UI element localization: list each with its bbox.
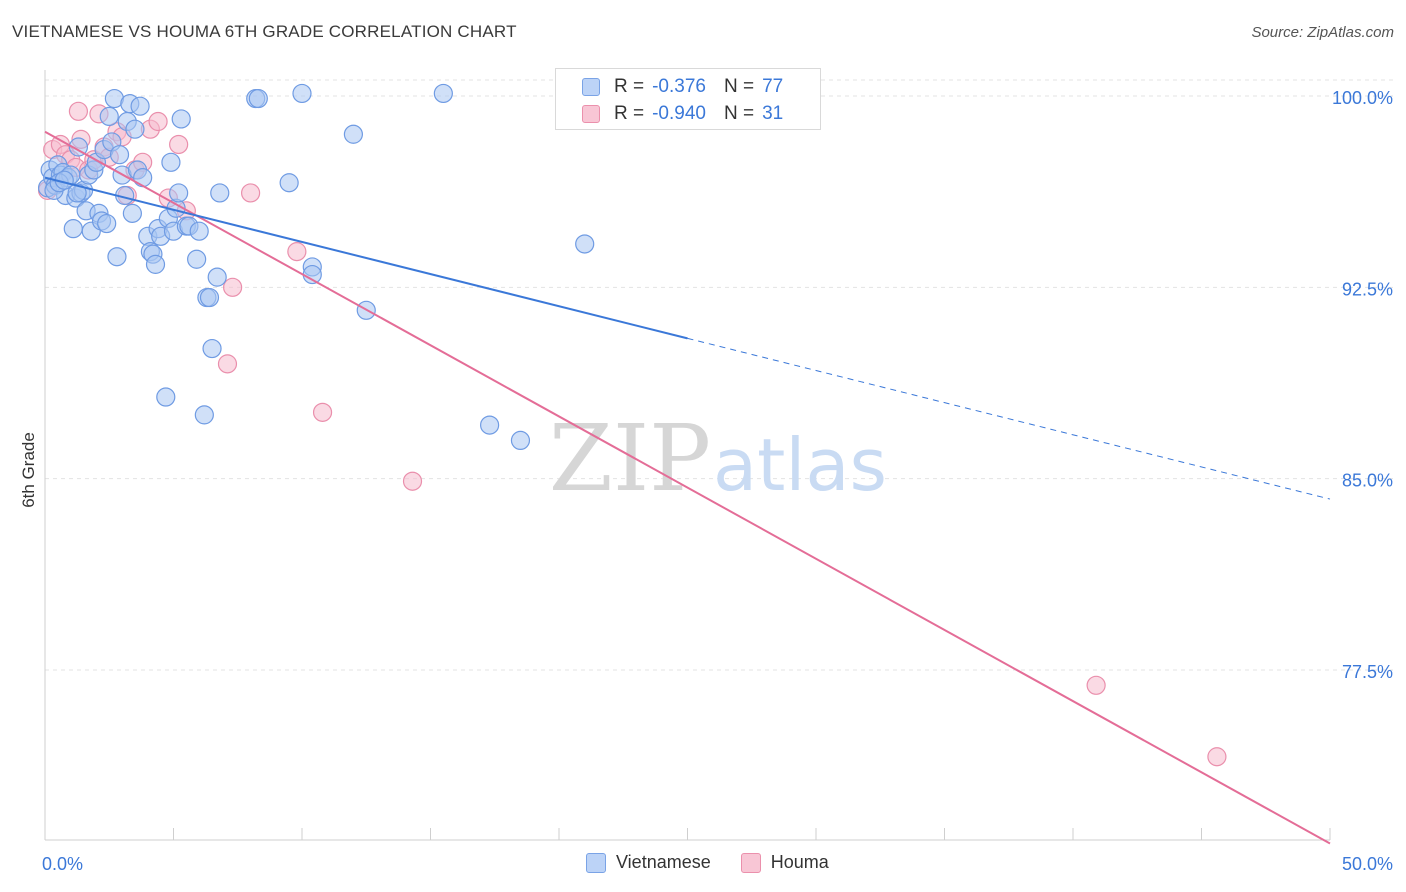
- vietnamese-point: [199, 287, 220, 308]
- axis-labels: 100.0% 92.5% 85.0% 77.5% 0.0% 50.0%: [42, 88, 1393, 874]
- r-label: R =: [614, 103, 645, 124]
- vietnamese-point: [169, 183, 189, 203]
- watermark: ZIP atlas: [549, 405, 887, 512]
- vietnamese-point: [97, 213, 117, 234]
- houma-point: [287, 242, 307, 262]
- vietnamese-point: [130, 96, 150, 116]
- houma-point: [312, 402, 333, 422]
- source-label: Source: ZipAtlas.com: [1251, 24, 1394, 41]
- stats-legend-box: R = -0.376 N = 77 R = -0.940 N = 31: [555, 68, 821, 130]
- vietnamese-point: [187, 249, 207, 269]
- vietnamese-point: [343, 124, 363, 144]
- watermark-zip: ZIP: [549, 405, 711, 512]
- houma-point: [223, 277, 243, 297]
- watermark-atlas: atlas: [713, 423, 887, 507]
- stats-row-vietnamese: R = -0.376 N = 77: [582, 76, 783, 98]
- bottom-legend: Vietnamese Houma: [586, 852, 829, 873]
- vietnamese-point: [248, 88, 268, 109]
- r-value: -0.376: [652, 76, 706, 97]
- grid-lines: [45, 79, 1395, 671]
- houma-point: [148, 111, 168, 132]
- vietnamese-trend-line: [44, 176, 688, 340]
- vietnamese-point: [189, 221, 209, 241]
- vietnamese-point: [67, 183, 87, 203]
- y-axis-label: 6th Grade: [19, 432, 38, 508]
- vietnamese-point: [122, 203, 142, 223]
- houma-point: [217, 354, 238, 374]
- vietnamese-point: [171, 109, 191, 129]
- vietnamese-point: [161, 152, 181, 172]
- y-tick-label: 100.0%: [1332, 88, 1393, 108]
- stats-row-houma: R = -0.940 N = 31: [582, 103, 783, 125]
- vietnamese-point: [202, 338, 222, 359]
- houma-point: [68, 101, 89, 121]
- houma-point: [1086, 675, 1106, 695]
- vietnamese-point: [107, 247, 127, 267]
- vietnamese-trend-extension: [687, 337, 1331, 500]
- vietnamese-point: [125, 119, 145, 139]
- n-label: N =: [723, 103, 755, 124]
- y-tick-label: 92.5%: [1342, 279, 1393, 299]
- vietnamese-swatch: [582, 78, 600, 96]
- houma-point: [1207, 747, 1227, 767]
- axis-ticks: [44, 828, 1331, 840]
- r-value: -0.940: [652, 103, 706, 124]
- houma-point: [169, 134, 189, 155]
- vietnamese-point: [145, 254, 166, 274]
- n-value: 77: [762, 76, 784, 97]
- legend-houma-label: Houma: [770, 852, 829, 872]
- houma-trend-line: [44, 130, 1331, 845]
- trend-lines: [44, 130, 1331, 845]
- x-tick-label: 0.0%: [42, 854, 83, 874]
- vietnamese-point: [109, 145, 130, 165]
- vietnamese-point: [575, 234, 595, 254]
- vietnamese-point: [279, 173, 299, 193]
- legend-vietnamese-label: Vietnamese: [616, 852, 711, 872]
- vietnamese-point: [99, 106, 119, 127]
- legend-vietnamese[interactable]: Vietnamese: [586, 852, 711, 873]
- legend-houma[interactable]: Houma: [740, 852, 829, 873]
- vietnamese-point: [210, 183, 230, 203]
- r-label: R =: [614, 76, 645, 97]
- vietnamese-point: [510, 430, 531, 450]
- vietnamese-point: [63, 219, 83, 239]
- vietnamese-point: [292, 83, 312, 104]
- houma-point: [402, 471, 423, 491]
- n-value: 31: [762, 103, 784, 124]
- vietnamese-point: [68, 137, 89, 157]
- houma-point: [241, 183, 261, 203]
- chart-title: VIETNAMESE VS HOUMA 6TH GRADE CORRELATIO…: [12, 22, 517, 41]
- x-tick-label: 50.0%: [1342, 854, 1393, 874]
- n-label: N =: [723, 76, 755, 97]
- vietnamese-point: [194, 405, 214, 425]
- houma-swatch: [740, 852, 761, 873]
- vietnamese-point: [433, 83, 453, 104]
- houma-swatch: [582, 105, 600, 123]
- vietnamese-point: [133, 168, 153, 188]
- y-tick-label: 85.0%: [1342, 471, 1393, 491]
- vietnamese-point: [156, 387, 176, 407]
- vietnamese-point: [207, 267, 227, 287]
- vietnamese-swatch: [586, 852, 606, 873]
- y-tick-label: 77.5%: [1342, 662, 1393, 682]
- vietnamese-point: [480, 415, 500, 435]
